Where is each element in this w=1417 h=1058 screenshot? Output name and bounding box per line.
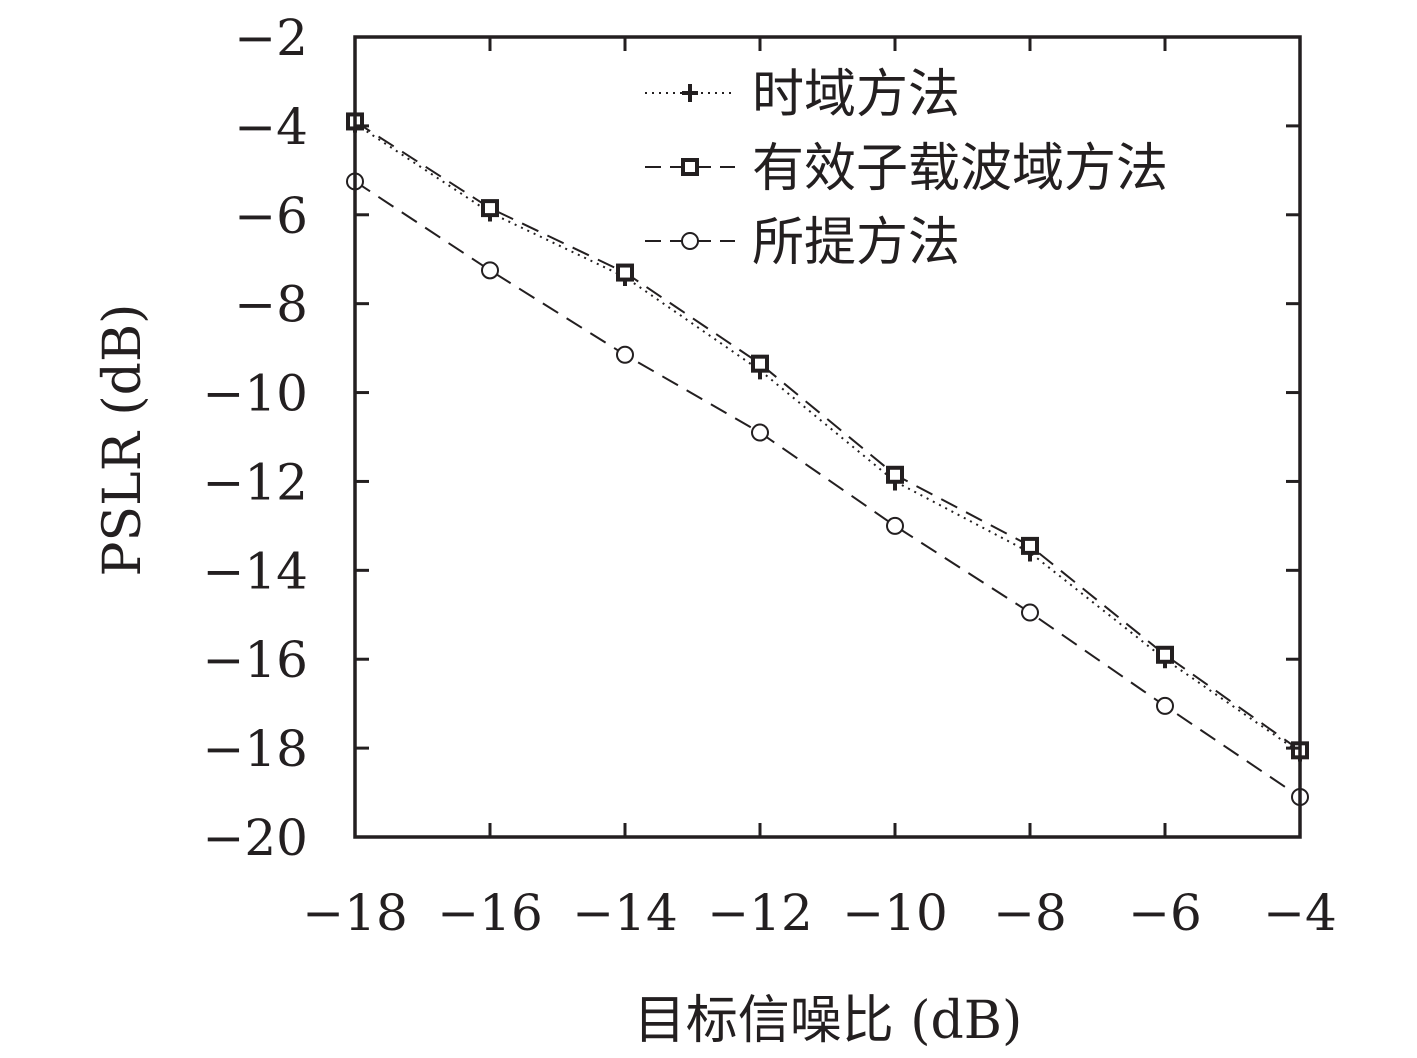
y-tick-label: −4 bbox=[234, 98, 308, 156]
y-tick-label: −14 bbox=[202, 542, 308, 600]
y-axis-title: PSLR (dB) bbox=[93, 304, 153, 577]
square-marker bbox=[616, 263, 634, 282]
circle-marker bbox=[751, 423, 769, 442]
circle-marker bbox=[886, 516, 904, 535]
y-tick-label: −8 bbox=[234, 276, 308, 334]
legend-entry: 时域方法 bbox=[645, 65, 960, 125]
square-marker bbox=[886, 465, 904, 484]
square-marker bbox=[681, 158, 699, 176]
series-square bbox=[346, 112, 1309, 760]
series-line bbox=[354, 120, 1301, 752]
x-tick-label: −10 bbox=[842, 884, 948, 942]
square-marker bbox=[1021, 536, 1039, 555]
x-tick-label: −16 bbox=[437, 884, 543, 942]
legend-entry: 所提方法 bbox=[645, 213, 960, 273]
series-line bbox=[354, 122, 1301, 754]
x-tick-label: −8 bbox=[993, 884, 1067, 942]
series-circle bbox=[346, 172, 1309, 806]
circle-marker bbox=[481, 261, 499, 280]
square-marker bbox=[1156, 645, 1174, 664]
x-tick-label: −4 bbox=[1263, 884, 1337, 942]
legend-label: 所提方法 bbox=[752, 213, 960, 273]
y-tick-label: −12 bbox=[202, 453, 308, 511]
y-tick-label: −10 bbox=[202, 365, 308, 423]
x-tick-label: −18 bbox=[302, 884, 408, 942]
square-marker bbox=[481, 199, 499, 218]
y-tick-label: −18 bbox=[202, 720, 308, 778]
plot-frame bbox=[353, 35, 1302, 839]
circle-marker bbox=[616, 345, 634, 364]
x-tick-label: −14 bbox=[572, 884, 678, 942]
circle-marker bbox=[681, 232, 699, 250]
series-layer bbox=[346, 112, 1309, 806]
y-tick-label: −20 bbox=[202, 809, 308, 867]
square-marker bbox=[751, 354, 769, 373]
series-line bbox=[354, 180, 1301, 798]
plus-marker bbox=[682, 84, 698, 102]
circle-marker bbox=[1021, 603, 1039, 622]
y-tick-label: −6 bbox=[234, 187, 308, 245]
y-tick-label: −2 bbox=[234, 9, 308, 67]
ticks-layer: −18 −16 −14 −12 −10 −8 −6 −4 −2 −4 −6 −8 −10 −12 −14 −1… bbox=[202, 9, 1336, 942]
x-axis-title: 目标信噪比 (dB) bbox=[634, 991, 1023, 1051]
x-tick-label: −6 bbox=[1128, 884, 1202, 942]
legend-label: 有效子载波域方法 bbox=[752, 139, 1168, 199]
legend-entry: 有效子载波域方法 bbox=[645, 139, 1168, 199]
legend-label: 时域方法 bbox=[752, 65, 960, 125]
y-tick-label: −16 bbox=[202, 631, 308, 689]
x-tick-label: −12 bbox=[707, 884, 813, 942]
circle-marker bbox=[1156, 696, 1174, 715]
